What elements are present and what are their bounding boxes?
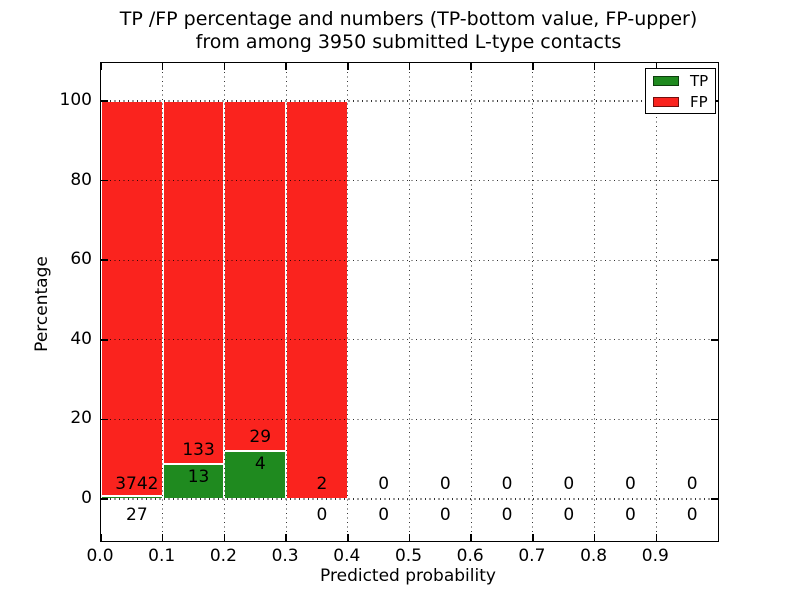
- x-tick-mark-bottom: [100, 534, 102, 541]
- grid-line-vertical: [285, 63, 287, 541]
- fp-count-label: 0: [625, 474, 636, 494]
- x-tick-label: 0.5: [394, 546, 423, 566]
- y-tick-label: 40: [70, 328, 92, 349]
- chart-title: TP /FP percentage and numbers (TP-bottom…: [100, 8, 717, 54]
- x-tick-mark-bottom: [593, 534, 596, 541]
- x-tick-mark-bottom: [223, 534, 226, 541]
- y-tick-label: 100: [59, 90, 92, 110]
- y-tick-mark-right: [711, 498, 718, 500]
- y-tick-label: 80: [70, 169, 92, 190]
- y-tick-label: 0: [81, 488, 92, 508]
- y-tick-mark-left: [101, 418, 108, 421]
- x-tick-mark-top: [470, 63, 472, 70]
- grid-line-horizontal: [101, 100, 718, 102]
- x-tick-mark-top: [655, 63, 658, 70]
- y-tick-mark-right: [711, 179, 718, 182]
- grid-line-vertical: [408, 63, 411, 541]
- fp-count-label: 3742: [115, 474, 159, 494]
- x-tick-label: 0.8: [580, 546, 608, 566]
- x-tick-label: 0.9: [641, 546, 669, 566]
- x-tick-label: 0.0: [86, 546, 114, 566]
- x-tick-mark-bottom: [532, 534, 534, 541]
- tp-count-label: 0: [625, 505, 636, 525]
- x-tick-mark-bottom: [285, 534, 287, 541]
- fp-bar-segment: [224, 101, 287, 451]
- grid-line-vertical: [594, 63, 596, 541]
- y-tick-mark-left: [101, 179, 108, 182]
- x-tick-label: 0.4: [333, 546, 361, 566]
- fp-bar-segment: [286, 101, 348, 499]
- x-axis-label: Predicted probability: [320, 566, 496, 586]
- grid-line-vertical: [470, 63, 472, 541]
- x-tick-label: 0.1: [148, 546, 176, 566]
- grid-line-horizontal: [101, 498, 718, 500]
- y-tick-mark-right: [711, 259, 718, 261]
- legend-row: TP: [653, 72, 709, 90]
- tp-count-label: 0: [378, 505, 390, 525]
- y-tick-mark-left: [101, 259, 108, 261]
- x-tick-mark-bottom: [161, 534, 164, 541]
- fp-bar-segment: [101, 101, 163, 497]
- tp-count-label: 27: [126, 505, 148, 525]
- fp-bar-segment: [162, 101, 225, 464]
- x-tick-mark-bottom: [408, 534, 411, 541]
- legend: TP FP: [645, 68, 716, 114]
- x-tick-mark-top: [347, 63, 349, 70]
- grid-line-vertical: [532, 63, 534, 541]
- chart-title-line2: from among 3950 submitted L-type contact…: [195, 31, 622, 53]
- grid-line-vertical: [223, 63, 225, 541]
- tp-count-label: 0: [686, 505, 698, 525]
- tp-count-label: 0: [501, 505, 513, 525]
- y-tick-mark-left: [101, 498, 108, 500]
- x-tick-mark-top: [161, 63, 164, 70]
- fp-count-label: 2: [316, 474, 328, 494]
- y-tick-mark-right: [711, 339, 718, 341]
- x-tick-mark-top: [532, 63, 534, 70]
- legend-label-fp: FP: [690, 93, 708, 111]
- x-tick-mark-top: [408, 63, 411, 70]
- x-tick-label: 0.6: [456, 546, 484, 566]
- x-tick-label: 0.7: [518, 546, 546, 566]
- y-tick-label: 60: [70, 249, 92, 270]
- grid-line-horizontal: [101, 180, 718, 182]
- y-tick-mark-left: [101, 100, 108, 102]
- tp-count-label: 0: [439, 505, 451, 525]
- x-tick-label: 0.2: [209, 546, 237, 566]
- y-tick-mark-right: [711, 418, 718, 421]
- y-tick-label: 20: [70, 408, 92, 429]
- y-tick-mark-left: [101, 339, 108, 341]
- grid-line-vertical: [347, 63, 349, 541]
- x-tick-label: 0.3: [271, 546, 299, 566]
- x-tick-mark-bottom: [470, 534, 472, 541]
- legend-swatch-tp: [653, 76, 679, 86]
- x-tick-mark-top: [223, 63, 226, 70]
- grid-line-horizontal: [101, 339, 718, 341]
- fp-count-label: 0: [563, 474, 575, 494]
- x-tick-mark-top: [593, 63, 596, 70]
- tp-count-label: 13: [187, 466, 210, 487]
- x-tick-mark-bottom: [655, 534, 658, 541]
- tp-count-label: 0: [563, 505, 575, 525]
- chart-title-line1: TP /FP percentage and numbers (TP-bottom…: [119, 8, 698, 30]
- plot-area: 3742 27 133 13 29 4 2 0 0 0 0 0 0 0 0 0 0 0 0 0: [100, 62, 719, 542]
- tp-count-label: 0: [316, 505, 328, 525]
- fp-count-label: 0: [501, 474, 513, 494]
- x-tick-mark-top: [285, 63, 287, 70]
- legend-label-tp: TP: [690, 72, 709, 90]
- x-tick-mark-top: [100, 63, 102, 70]
- fp-count-label: 29: [249, 426, 272, 447]
- fp-count-label: 0: [686, 474, 698, 494]
- tp-count-label: 4: [254, 453, 266, 474]
- legend-row: FP: [653, 93, 708, 111]
- grid-line-horizontal: [101, 259, 718, 261]
- fp-count-label: 0: [378, 474, 390, 494]
- grid-line-vertical: [655, 63, 657, 541]
- x-tick-mark-bottom: [347, 534, 349, 541]
- fp-count-label: 133: [182, 439, 215, 460]
- grid-line-horizontal: [101, 418, 718, 420]
- fp-count-label: 0: [439, 474, 451, 494]
- grid-line-vertical: [162, 63, 164, 541]
- legend-swatch-fp: [653, 97, 679, 107]
